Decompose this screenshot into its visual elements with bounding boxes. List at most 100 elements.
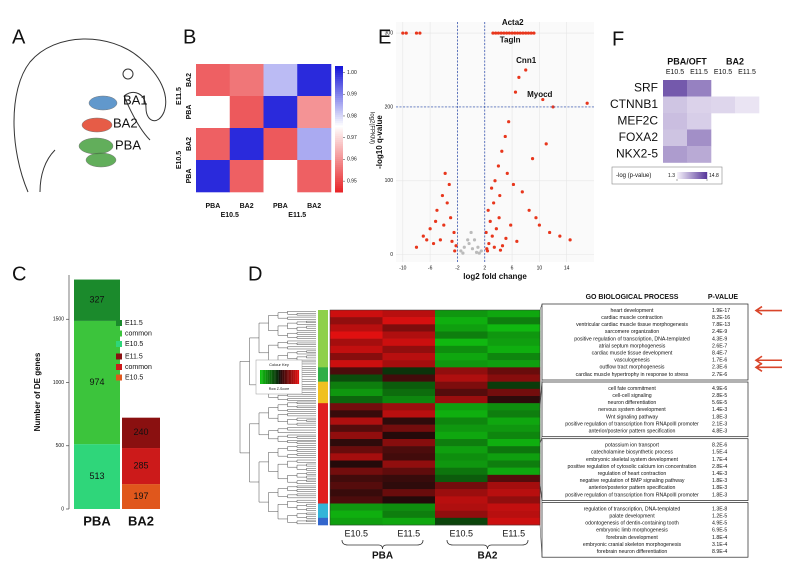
dendrogram-branch [306,468,316,471]
col-label: E10.5 [344,528,368,538]
point [537,223,541,227]
heatmap-cell [487,353,541,361]
colorbar-step [694,172,696,179]
dendrogram-branch [287,340,316,345]
point-background [466,238,470,242]
color-key-step [282,370,284,384]
heatmap-cell [435,381,488,390]
color-key-step [279,370,281,384]
go-term: odontogenesis of dentin-containing tooth [585,521,679,527]
heatmap-cell [435,374,488,382]
heatmap-cell [297,96,332,129]
go-p-value: 1.8E-3 [712,414,727,420]
col-label: E11.5 [397,528,420,538]
dendrogram-branch [296,405,316,408]
legend-swatch [116,330,122,337]
dendrogram-branch [277,342,288,349]
point [505,171,509,175]
colorbar-step [335,105,343,109]
heatmap-cell [229,160,264,193]
heatmap-cell [435,417,488,425]
colorbar-step [335,122,343,126]
colorbar-step [335,126,343,130]
panel-label: E [378,26,391,48]
colorbar-step [699,172,701,179]
point [489,186,494,190]
go-term: negative regulation of BMP signaling pat… [580,478,685,484]
legend-swatch [116,353,122,360]
y-tick-label: 100 [385,178,394,184]
colorbar-step [335,175,343,178]
color-key-step [297,370,300,384]
heatmap-cell [382,517,436,526]
go-term: ventricular cardiac muscle tissue morpho… [576,322,688,328]
y-tick-label: 200 [385,104,394,110]
point [534,216,538,220]
colorbar-step [679,172,681,179]
colorbar-step [335,137,343,140]
heatmap-cell [663,113,688,130]
point [418,31,422,35]
heatmap-cell [382,403,436,411]
connector [539,483,543,558]
heatmap-cell [263,160,298,193]
col-label: E11.5 [690,69,708,76]
heatmap-cell [330,367,383,375]
heatmap-cell [735,96,760,114]
colorbar-step [335,93,343,96]
colorbar-step [685,172,687,179]
dendrogram-branch [277,404,288,411]
go-term: Wnt signaling pathway [606,414,658,420]
colorbar-step [335,133,343,136]
heatmap-cell [330,331,383,339]
heatmap-cell [330,317,383,325]
dendrogram-branch [277,428,316,433]
heatmap-cell [330,424,383,433]
heatmap-cell [330,324,383,332]
heatmap-cell [487,503,541,511]
go-term: forebrain neuron differentiation [597,549,668,555]
col-group-label: E11.5 [288,212,306,219]
heatmap-cell [487,374,541,382]
go-term: anterior/posterior pattern specification [589,485,676,491]
region-shape [78,137,114,155]
heatmap-cell [487,367,541,375]
go-box [541,303,749,381]
go-p-value: 2.1E-3 [712,421,727,427]
dendrogram-branch [287,515,297,523]
color-key-step [286,370,288,384]
legend-swatch [116,374,122,381]
heatmap-cell [487,403,541,411]
colorbar-step [701,172,703,179]
point [505,31,509,35]
point-background [479,249,483,253]
bar-value-label: 513 [89,471,104,481]
col-group-label: PBA [372,551,393,562]
point [425,238,429,242]
point [530,157,535,161]
heatmap-cell [196,64,231,97]
color-key-step [270,370,272,384]
colorbar-step [335,152,343,155]
color-key-step [296,370,298,384]
colorbar-step [335,116,343,119]
dendrogram-branch [249,423,259,483]
dendrogram-branch [287,398,316,401]
color-key-step [261,370,263,384]
color-key-step [284,370,287,384]
dendrogram-branch [296,336,316,339]
row-label: CTNNB1 [610,97,658,111]
point [449,216,453,220]
heatmap-cell [330,360,383,368]
heatmap-cell [487,489,541,497]
cluster-bar [318,503,328,519]
region-shape [88,95,118,111]
heatmap-cell [382,381,436,390]
point [532,31,536,35]
colorbar-step [705,172,707,179]
heatmap-cell [487,381,541,390]
bar-segment [122,484,160,509]
dendrogram-branch [287,419,297,425]
dendrogram-branch [306,479,316,482]
